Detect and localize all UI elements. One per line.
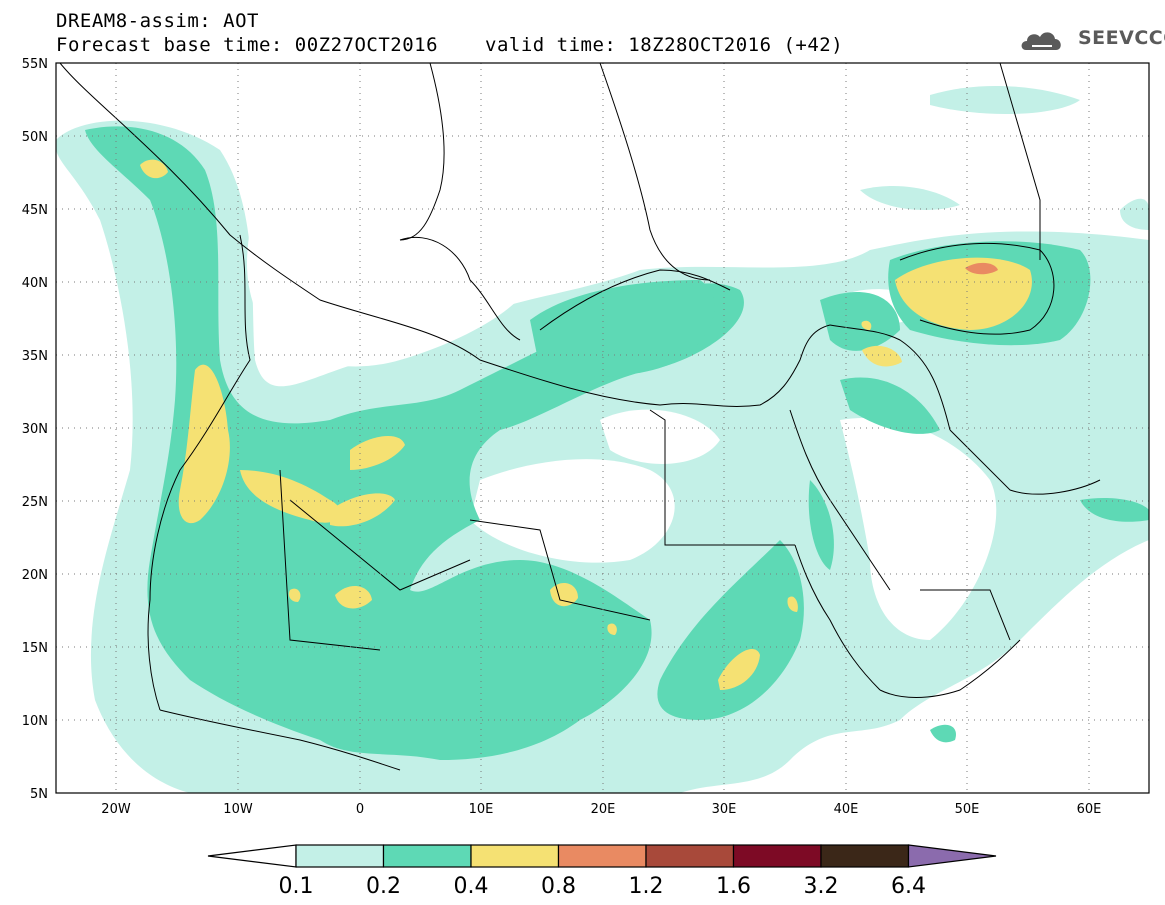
lat-label: 25N — [22, 495, 48, 510]
coastlines — [59, 63, 1101, 771]
lon-label: 50E — [955, 802, 980, 817]
colorbar-label: 0.2 — [366, 874, 401, 899]
lon-label: 30E — [712, 802, 737, 817]
colorbar-label: 0.1 — [279, 874, 314, 899]
colorbar-cell — [470, 844, 560, 868]
colorbar-label: 3.2 — [804, 874, 839, 899]
colorbar-cell — [557, 844, 647, 868]
colorbar-cell — [820, 844, 910, 868]
lon-label: 0 — [356, 802, 364, 817]
colorbar-high-arrow — [907, 844, 997, 868]
aot-gaps — [247, 203, 997, 640]
colorbar-label: 0.4 — [454, 874, 489, 899]
aot-shading — [56, 85, 1149, 793]
lon-label: 10W — [223, 802, 253, 817]
colorbar-label: 6.4 — [891, 874, 926, 899]
colorbar-label: 1.6 — [716, 874, 751, 899]
cloud-icon — [1021, 32, 1061, 50]
lon-label: 20E — [591, 802, 616, 817]
forecast-base-time: Forecast base time: 00Z27OCT2016 — [56, 34, 439, 56]
valid-time: valid time: 18Z28OCT2016 (+42) — [485, 34, 844, 56]
lat-label: 50N — [22, 130, 48, 145]
colorbar-cell — [732, 844, 822, 868]
lon-labels: 20W 10W 0 10E 20E 30E 40E 50E 60E — [101, 802, 1101, 817]
lon-label: 60E — [1077, 802, 1102, 817]
logo-text: SEEVCCC — [1078, 27, 1165, 49]
aot-level-0.8 — [965, 262, 998, 275]
lon-label: 20W — [101, 802, 131, 817]
lon-label: 40E — [834, 802, 859, 817]
lat-label: 10N — [22, 714, 48, 729]
map-frame — [55, 62, 1150, 794]
colorbar-label: 0.8 — [541, 874, 576, 899]
lat-label: 35N — [22, 349, 48, 364]
lon-label: 10E — [469, 802, 494, 817]
lat-label: 15N — [22, 641, 48, 656]
lat-labels: 55N 50N 45N 40N 35N 30N 25N 20N 15N 10N … — [22, 57, 48, 802]
lat-label: 40N — [22, 276, 48, 291]
lat-label: 30N — [22, 422, 48, 437]
colorbar-low-arrow — [207, 844, 297, 868]
colorbar-labels: 0.1 0.2 0.4 0.8 1.2 1.6 3.2 6.4 — [279, 874, 927, 899]
colorbar-cell — [295, 844, 385, 868]
lat-label: 5N — [30, 787, 48, 802]
lat-label: 55N — [22, 57, 48, 72]
colorbar — [207, 844, 997, 868]
colorbar-label: 1.2 — [629, 874, 664, 899]
lat-label: 20N — [22, 568, 48, 583]
colorbar-cell — [645, 844, 735, 868]
colorbar-cell — [382, 844, 472, 868]
map-grid — [56, 63, 1149, 793]
map-title: DREAM8-assim: AOT — [56, 10, 259, 32]
lat-label: 45N — [22, 203, 48, 218]
